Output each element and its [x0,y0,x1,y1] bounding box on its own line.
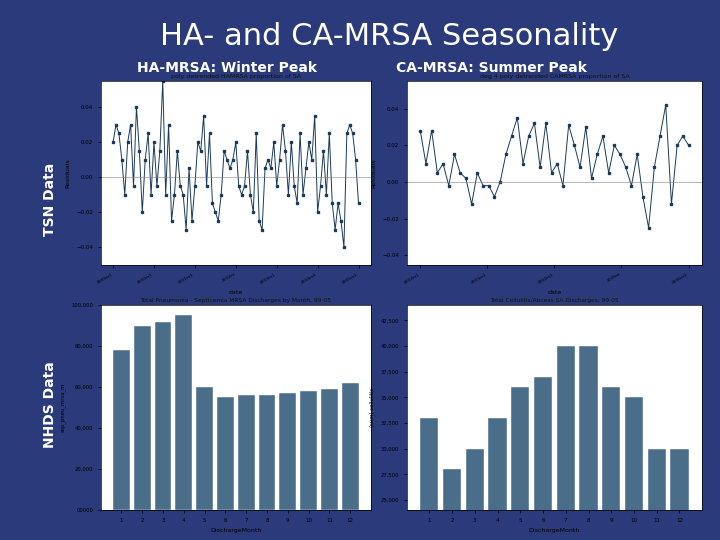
Bar [238,395,255,510]
Bar [258,395,275,510]
Bar [420,418,438,540]
Bar [443,469,461,540]
Title: poly detrended HAMRSA proportion of SA: poly detrended HAMRSA proportion of SA [171,74,301,79]
Bar [466,449,484,540]
X-axis label: DischargeMonth: DischargeMonth [210,529,261,534]
X-axis label: DischargeMonth: DischargeMonth [528,529,580,534]
Bar [342,383,359,510]
Bar [197,387,213,510]
Bar [648,449,666,540]
Bar [300,392,317,510]
Bar [488,418,507,540]
Bar [580,346,598,540]
Y-axis label: Residuals: Residuals [66,158,71,188]
Title: Total Pneumonia - Septicemia MRSA Discharges by Month, 99-05: Total Pneumonia - Septicemia MRSA Discha… [140,298,331,303]
Bar [134,326,150,510]
Bar [602,387,621,540]
Bar [155,321,171,510]
Y-axis label: (sum) cellulitis: (sum) cellulitis [370,388,375,427]
Title: Total Cellulitis/Abcess SA Discharges, 99-05: Total Cellulitis/Abcess SA Discharges, 9… [490,298,618,303]
Bar [557,346,575,540]
Bar [511,387,529,540]
X-axis label: date: date [547,290,562,295]
Y-axis label: Residuals: Residuals [372,158,377,188]
Bar [321,389,338,510]
Bar [176,315,192,510]
Y-axis label: sep_pneu_mrsa_m: sep_pneu_mrsa_m [60,383,66,433]
Bar [279,393,296,510]
Text: HA- and CA-MRSA Seasonality: HA- and CA-MRSA Seasonality [160,22,618,51]
X-axis label: date: date [229,291,243,295]
Text: CA-MRSA: Summer Peak: CA-MRSA: Summer Peak [396,60,587,75]
Bar [217,397,234,510]
Title: deg 4 poly detrended CAMRSA proportion of SA: deg 4 poly detrended CAMRSA proportion o… [480,74,629,79]
Text: TSN Data: TSN Data [43,163,58,237]
Bar [625,397,643,540]
Text: HA-MRSA: Winter Peak: HA-MRSA: Winter Peak [137,60,317,75]
Bar [113,350,130,510]
Bar [670,449,688,540]
Text: NHDS Data: NHDS Data [43,362,58,448]
Bar [534,377,552,540]
